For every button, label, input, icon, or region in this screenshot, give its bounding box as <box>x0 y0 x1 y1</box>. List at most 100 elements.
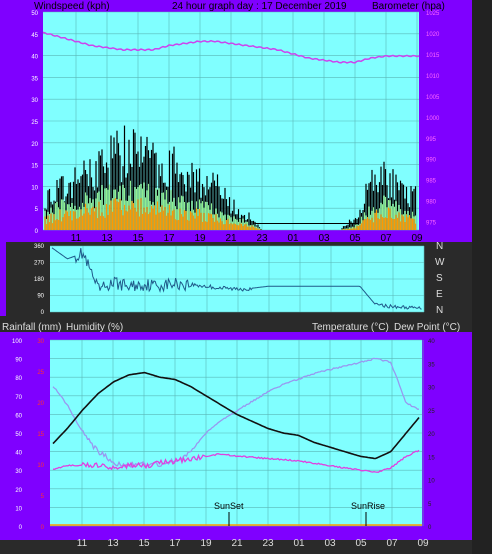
compass-n-bottom: N <box>436 305 443 316</box>
barometer-y-tick-label: 995 <box>426 137 437 143</box>
thermo-x-tick-label: 19 <box>200 538 212 549</box>
thermo-x-tick-label: 05 <box>355 538 367 549</box>
barometer-y-tick-label: 985 <box>426 179 437 185</box>
dewpoint-line <box>52 449 420 473</box>
wind-y-tick-label: 10 <box>31 185 38 191</box>
barometer-axis-title: Barometer (hpa) <box>372 1 445 12</box>
temperature-y-tick-label: 20 <box>428 432 435 438</box>
tick-labels-group: 0510152025303540455097598098599099510001… <box>12 11 440 549</box>
rainfall-y-tick-label: 0 <box>41 525 45 531</box>
temperature-axis-title: Temperature (°C) <box>312 322 389 333</box>
wind-y-tick-label: 50 <box>31 11 38 17</box>
barometer-y-tick-label: 1015 <box>426 53 440 59</box>
humidity-y-tick-label: 40 <box>15 451 22 457</box>
wind-y-tick-label: 45 <box>31 33 38 39</box>
thermo-x-tick-label: 09 <box>417 538 429 549</box>
thermo-x-tick-label: 17 <box>169 538 181 549</box>
humidity-line <box>52 357 419 470</box>
direction-y-tick-label: 90 <box>37 294 44 300</box>
barometer-y-tick-label: 1025 <box>426 11 440 17</box>
barometer-y-tick-label: 1005 <box>426 95 440 101</box>
compass-e: E <box>436 289 443 300</box>
temperature-y-tick-label: 10 <box>428 479 435 485</box>
wind-y-tick-label: 20 <box>31 142 38 148</box>
rainfall-axis-title: Rainfall (mm) <box>2 322 61 333</box>
barometer-y-tick-label: 980 <box>426 200 437 206</box>
wind-x-tick-label: 21 <box>225 233 237 244</box>
barometer-line <box>42 31 420 64</box>
temperature-y-tick-label: 5 <box>428 502 432 508</box>
wind-y-tick-label: 40 <box>31 55 38 61</box>
direction-y-tick-label: 180 <box>34 277 45 283</box>
graph-title: 24 hour graph day : 17 December 2019 <box>172 1 347 12</box>
temperature-line <box>52 371 420 460</box>
sunrise-label: SunRise <box>351 501 385 511</box>
barometer-y-tick-label: 975 <box>426 221 437 227</box>
rainfall-y-tick-label: 20 <box>37 401 44 407</box>
barometer-y-tick-label: 990 <box>426 158 437 164</box>
top-lines-group <box>42 31 420 64</box>
rainfall-y-tick-label: 10 <box>37 463 44 469</box>
wind-y-tick-label: 15 <box>31 164 38 170</box>
humidity-y-tick-label: 0 <box>19 525 23 531</box>
direction-frame-strip <box>0 242 6 316</box>
wind-y-tick-label: 25 <box>31 120 38 126</box>
rainfall-y-tick-label: 30 <box>37 339 44 345</box>
wind-x-tick-label: 13 <box>101 233 113 244</box>
direction-y-tick-label: 0 <box>41 310 45 316</box>
thermo-x-tick-label: 15 <box>138 538 150 549</box>
temperature-y-tick-label: 35 <box>428 362 435 368</box>
humidity-y-tick-label: 10 <box>15 506 22 512</box>
wind-x-tick-label: 11 <box>71 233 82 244</box>
temperature-y-tick-label: 25 <box>428 409 435 415</box>
thermo-x-tick-label: 13 <box>107 538 119 549</box>
direction-lines-group <box>51 247 422 310</box>
rainfall-y-tick-label: 15 <box>37 432 44 438</box>
direction-y-tick-label: 360 <box>34 244 45 250</box>
wind-x-tick-label: 09 <box>411 233 423 244</box>
thermo-x-tick-label: 23 <box>262 538 274 549</box>
compass-n-top: N <box>436 241 443 252</box>
humidity-y-tick-label: 80 <box>15 376 22 382</box>
humidity-y-tick-label: 60 <box>15 413 22 419</box>
dewpoint-axis-title: Dew Point (°C) <box>394 322 460 333</box>
wind-bars-group <box>44 125 417 230</box>
barometer-y-tick-label: 1020 <box>426 32 440 38</box>
thermo-x-tick-label: 07 <box>386 538 398 549</box>
right-scrollbar-track[interactable] <box>472 0 492 554</box>
wind-x-tick-label: 07 <box>380 233 392 244</box>
humidity-axis-title: Humidity (%) <box>66 322 123 333</box>
humidity-y-tick-label: 100 <box>12 339 23 345</box>
humidity-y-tick-label: 90 <box>15 358 22 364</box>
temperature-y-tick-label: 40 <box>428 339 435 345</box>
wind-y-tick-label: 35 <box>31 76 38 82</box>
wind-x-tick-label: 17 <box>163 233 175 244</box>
wind-x-tick-label: 03 <box>318 233 330 244</box>
rainfall-y-tick-label: 25 <box>37 370 44 376</box>
wind-y-tick-label: 0 <box>35 229 39 235</box>
wind-axis-title: Windspeed (kph) <box>34 1 110 12</box>
temperature-y-tick-label: 30 <box>428 386 435 392</box>
wind-grid <box>43 11 419 231</box>
wind-y-tick-label: 30 <box>31 98 38 104</box>
humidity-y-tick-label: 20 <box>15 488 22 494</box>
barometer-y-tick-label: 1010 <box>426 74 440 80</box>
compass-s: S <box>436 273 443 284</box>
thermo-x-tick-label: 21 <box>231 538 243 549</box>
temperature-y-tick-label: 15 <box>428 455 435 461</box>
wind-y-tick-label: 5 <box>35 207 39 213</box>
wind-x-tick-label: 23 <box>256 233 268 244</box>
thermo-x-tick-label: 11 <box>77 538 88 549</box>
humidity-y-tick-label: 30 <box>15 469 22 475</box>
wind-direction-line <box>51 247 422 310</box>
direction-y-tick-label: 270 <box>34 261 45 267</box>
wind-x-tick-label: 05 <box>349 233 361 244</box>
wind-x-tick-label: 01 <box>287 233 299 244</box>
compass-w: W <box>435 257 445 268</box>
humidity-y-tick-label: 70 <box>15 395 22 401</box>
rainfall-y-tick-label: 5 <box>41 494 45 500</box>
wind-x-tick-label: 19 <box>194 233 206 244</box>
thermo-x-tick-label: 01 <box>293 538 305 549</box>
thermo-lines-group <box>50 357 422 526</box>
